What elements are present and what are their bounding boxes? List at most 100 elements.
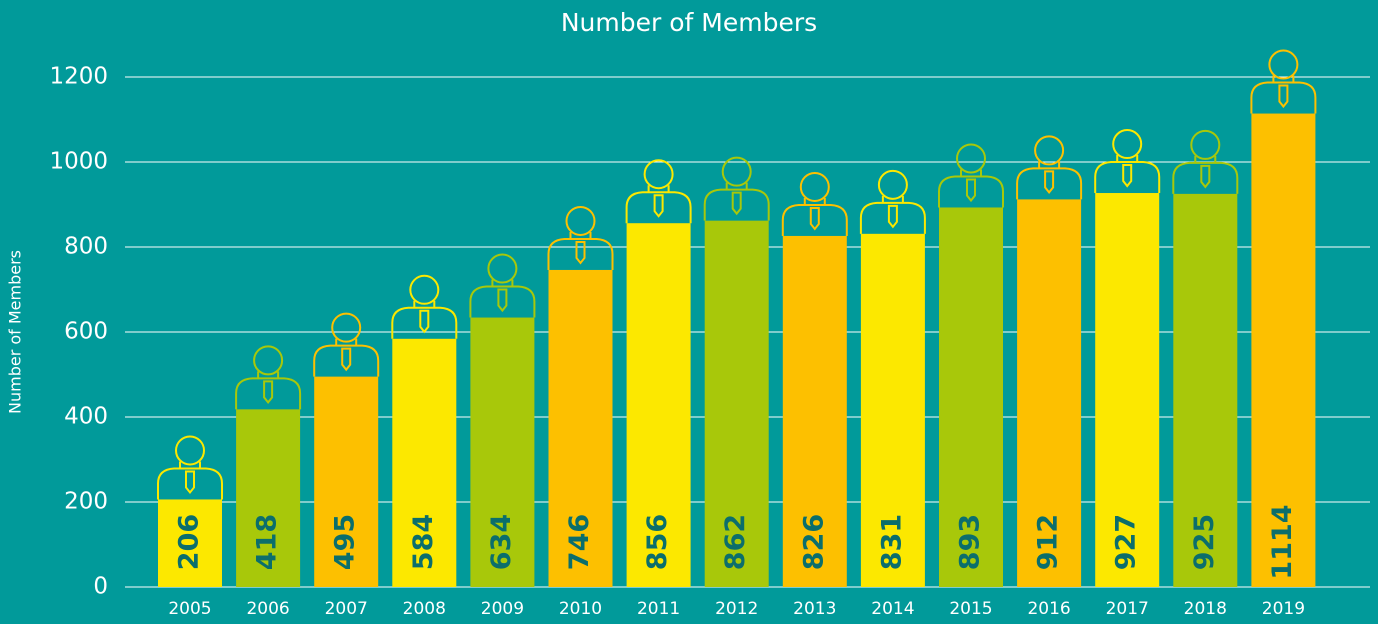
- x-tick-label: 2016: [1027, 599, 1070, 619]
- member-icon: [547, 205, 614, 270]
- icon-shoulders: [547, 237, 614, 270]
- value-label: 495: [330, 514, 361, 570]
- icon-shoulders: [1016, 167, 1083, 200]
- value-label: 584: [408, 514, 439, 570]
- member-icon: [1172, 129, 1239, 194]
- icon-shoulders: [781, 203, 848, 236]
- member-icon: [1016, 135, 1083, 200]
- bar: [1173, 193, 1238, 587]
- icon-head: [1190, 129, 1221, 160]
- icon-head: [1112, 129, 1143, 160]
- x-tick-label: 2015: [949, 599, 992, 619]
- member-icon: [313, 312, 380, 377]
- bar: [860, 233, 925, 587]
- icon-neck: [725, 182, 748, 190]
- x-tick-label: 2007: [325, 599, 368, 619]
- icon-head: [1034, 135, 1065, 166]
- value-label: 1114: [1267, 504, 1298, 579]
- icon-neck: [179, 461, 201, 469]
- icon-head: [956, 143, 986, 174]
- value-label: 826: [798, 514, 829, 570]
- icon-shoulders: [1094, 161, 1161, 194]
- member-icon: [235, 345, 302, 410]
- icon-head: [253, 345, 284, 376]
- bar: [939, 207, 1003, 587]
- icon-neck: [569, 231, 592, 239]
- bar: [236, 409, 301, 587]
- y-axis-label: Number of Members: [6, 250, 25, 414]
- x-tick-label: 2013: [793, 599, 836, 619]
- x-tick-label: 2014: [871, 599, 914, 619]
- bar: [1251, 113, 1316, 588]
- value-label: 206: [174, 514, 205, 570]
- x-tick-label: 2008: [403, 599, 446, 619]
- icon-head: [643, 159, 674, 190]
- icon-shoulders: [938, 175, 1004, 208]
- member-icon: [625, 159, 692, 224]
- icon-shoulders: [625, 191, 692, 224]
- bar: [392, 338, 457, 587]
- icon-shoulders: [391, 306, 458, 339]
- icon-tie: [185, 470, 195, 495]
- icon-head: [877, 169, 908, 200]
- value-label: 856: [642, 514, 673, 570]
- bar: [704, 220, 769, 587]
- icon-tie: [497, 288, 508, 313]
- icon-shoulders: [1250, 81, 1317, 114]
- x-tick-label: 2011: [637, 599, 680, 619]
- value-label: 634: [486, 514, 517, 570]
- icon-head: [487, 253, 518, 284]
- x-tick-label: 2019: [1262, 599, 1305, 619]
- bar: [548, 269, 613, 587]
- x-tick-label: 2006: [246, 599, 289, 619]
- icon-neck: [960, 169, 982, 177]
- member-icon: [391, 274, 458, 339]
- y-tick-label: 1200: [49, 64, 108, 90]
- icon-neck: [1272, 75, 1295, 83]
- bar: [626, 223, 691, 587]
- member-icon: [859, 169, 926, 234]
- icon-tie: [1200, 164, 1211, 189]
- icon-tie: [653, 194, 664, 218]
- icon-neck: [1038, 161, 1061, 169]
- icon-head: [799, 171, 830, 202]
- x-tick-label: 2009: [481, 599, 524, 619]
- icon-tie: [887, 204, 898, 229]
- icon-shoulders: [859, 201, 926, 234]
- icon-head: [175, 435, 205, 466]
- bar: [314, 376, 379, 587]
- icon-neck: [335, 338, 358, 346]
- icon-tie: [1278, 84, 1289, 109]
- x-tick-label: 2005: [168, 599, 211, 619]
- x-tick-label: 2018: [1184, 599, 1227, 619]
- icon-neck: [1116, 155, 1139, 163]
- x-tick-label: 2010: [559, 599, 602, 619]
- icon-shoulders: [703, 188, 770, 221]
- icon-neck: [491, 279, 514, 287]
- icon-neck: [413, 300, 436, 308]
- member-icon: [1250, 49, 1317, 114]
- value-label: 418: [252, 514, 283, 570]
- value-label: 912: [1033, 514, 1064, 570]
- icon-neck: [881, 195, 904, 203]
- icon-shoulders: [469, 285, 536, 318]
- icon-shoulders: [235, 377, 302, 410]
- member-icon: [469, 253, 536, 318]
- y-tick-label: 400: [64, 404, 108, 430]
- value-label: 925: [1189, 514, 1220, 570]
- icon-head: [331, 312, 362, 343]
- bar: [470, 317, 535, 587]
- value-label: 746: [564, 514, 595, 570]
- member-icon: [157, 435, 223, 500]
- icon-tie: [341, 347, 352, 372]
- icon-head: [1268, 49, 1299, 80]
- icon-neck: [1194, 155, 1217, 163]
- bar: [1095, 193, 1160, 587]
- bar: [1017, 199, 1082, 587]
- icon-tie: [809, 206, 820, 231]
- icon-tie: [966, 178, 976, 203]
- member-icon: [703, 156, 770, 221]
- icon-tie: [419, 309, 430, 334]
- bar: [782, 235, 847, 587]
